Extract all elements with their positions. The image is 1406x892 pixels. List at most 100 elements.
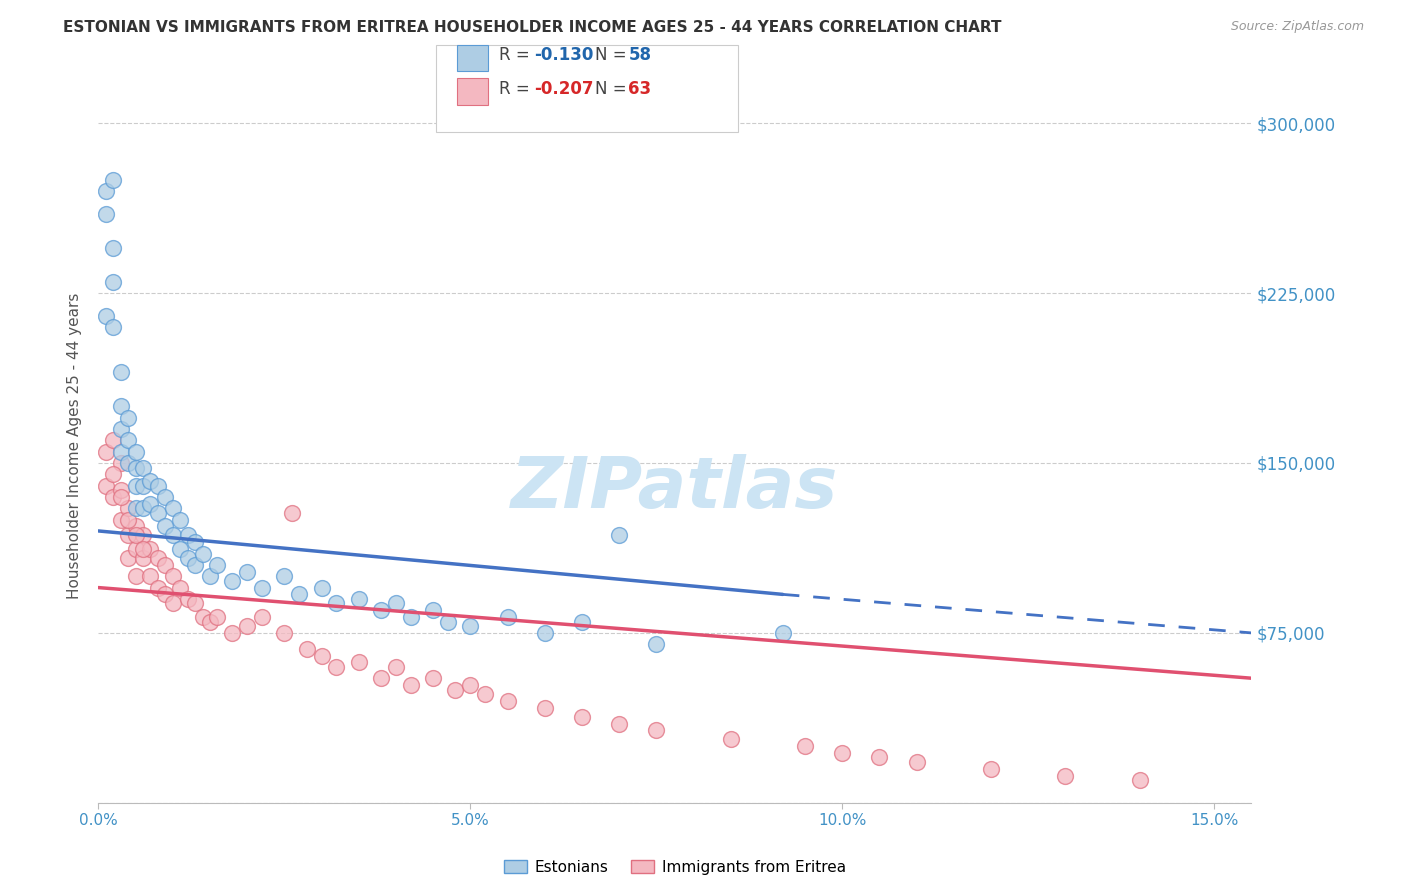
Point: [533, 626, 555, 640]
Text: N =: N =: [595, 80, 631, 98]
Point: [169, 542, 191, 557]
Point: [94, 207, 117, 221]
Point: [146, 506, 169, 520]
Point: [132, 478, 155, 492]
Point: [117, 501, 139, 516]
Text: 58: 58: [628, 46, 651, 64]
Point: [146, 551, 169, 566]
Point: [124, 542, 146, 557]
Point: [571, 709, 593, 723]
Point: [370, 671, 392, 685]
Point: [311, 648, 333, 663]
Point: [184, 558, 207, 572]
Point: [288, 587, 311, 601]
Point: [385, 597, 408, 611]
Point: [110, 490, 132, 504]
Point: [155, 490, 177, 504]
Point: [162, 528, 184, 542]
Point: [103, 173, 125, 187]
Point: [347, 656, 370, 670]
Point: [184, 597, 207, 611]
Point: [117, 528, 139, 542]
Point: [273, 569, 295, 583]
Point: [236, 619, 259, 633]
Point: [169, 513, 191, 527]
Text: N =: N =: [595, 46, 631, 64]
Point: [437, 615, 460, 629]
Point: [155, 587, 177, 601]
Point: [311, 581, 333, 595]
Point: [117, 410, 139, 425]
Point: [905, 755, 928, 769]
Point: [155, 519, 177, 533]
Text: -0.207: -0.207: [534, 80, 593, 98]
Point: [444, 682, 467, 697]
Point: [103, 490, 125, 504]
Text: ESTONIAN VS IMMIGRANTS FROM ERITREA HOUSEHOLDER INCOME AGES 25 - 44 YEARS CORREL: ESTONIAN VS IMMIGRANTS FROM ERITREA HOUS…: [63, 20, 1001, 35]
Point: [117, 456, 139, 470]
Point: [110, 365, 132, 379]
Point: [645, 637, 668, 651]
Point: [281, 506, 304, 520]
Point: [176, 551, 198, 566]
Point: [645, 723, 668, 738]
Point: [110, 422, 132, 436]
Point: [176, 591, 198, 606]
Point: [132, 501, 155, 516]
Point: [139, 569, 162, 583]
Point: [273, 626, 295, 640]
Text: R =: R =: [499, 46, 536, 64]
Point: [117, 434, 139, 448]
Point: [460, 619, 482, 633]
Point: [295, 641, 318, 656]
Y-axis label: Householder Income Ages 25 - 44 years: Householder Income Ages 25 - 44 years: [67, 293, 83, 599]
Point: [110, 444, 132, 458]
Point: [191, 547, 214, 561]
Text: -0.130: -0.130: [534, 46, 593, 64]
Point: [139, 542, 162, 557]
Point: [103, 434, 125, 448]
Point: [132, 460, 155, 475]
Point: [221, 626, 243, 640]
Point: [110, 400, 132, 414]
Text: Source: ZipAtlas.com: Source: ZipAtlas.com: [1230, 20, 1364, 33]
Point: [207, 558, 229, 572]
Point: [103, 241, 125, 255]
Point: [169, 581, 191, 595]
Point: [103, 467, 125, 482]
Point: [162, 597, 184, 611]
Point: [370, 603, 392, 617]
Point: [139, 497, 162, 511]
Point: [124, 501, 146, 516]
Point: [146, 581, 169, 595]
Point: [422, 603, 444, 617]
Point: [132, 528, 155, 542]
Point: [155, 558, 177, 572]
Point: [1054, 769, 1077, 783]
Point: [236, 565, 259, 579]
Point: [533, 700, 555, 714]
Point: [198, 569, 221, 583]
Point: [422, 671, 444, 685]
Point: [980, 762, 1002, 776]
Point: [571, 615, 593, 629]
Point: [110, 513, 132, 527]
Point: [124, 569, 146, 583]
Point: [139, 474, 162, 488]
Point: [132, 542, 155, 557]
Text: ZIPatlas: ZIPatlas: [512, 454, 838, 524]
Point: [772, 626, 794, 640]
Point: [325, 660, 347, 674]
Point: [607, 716, 630, 731]
Point: [794, 739, 817, 754]
Point: [831, 746, 853, 760]
Legend: Estonians, Immigrants from Eritrea: Estonians, Immigrants from Eritrea: [498, 854, 852, 880]
Point: [103, 320, 125, 334]
Point: [184, 535, 207, 549]
Point: [607, 528, 630, 542]
Point: [385, 660, 408, 674]
Point: [124, 478, 146, 492]
Point: [94, 309, 117, 323]
Point: [399, 610, 422, 624]
Point: [110, 456, 132, 470]
